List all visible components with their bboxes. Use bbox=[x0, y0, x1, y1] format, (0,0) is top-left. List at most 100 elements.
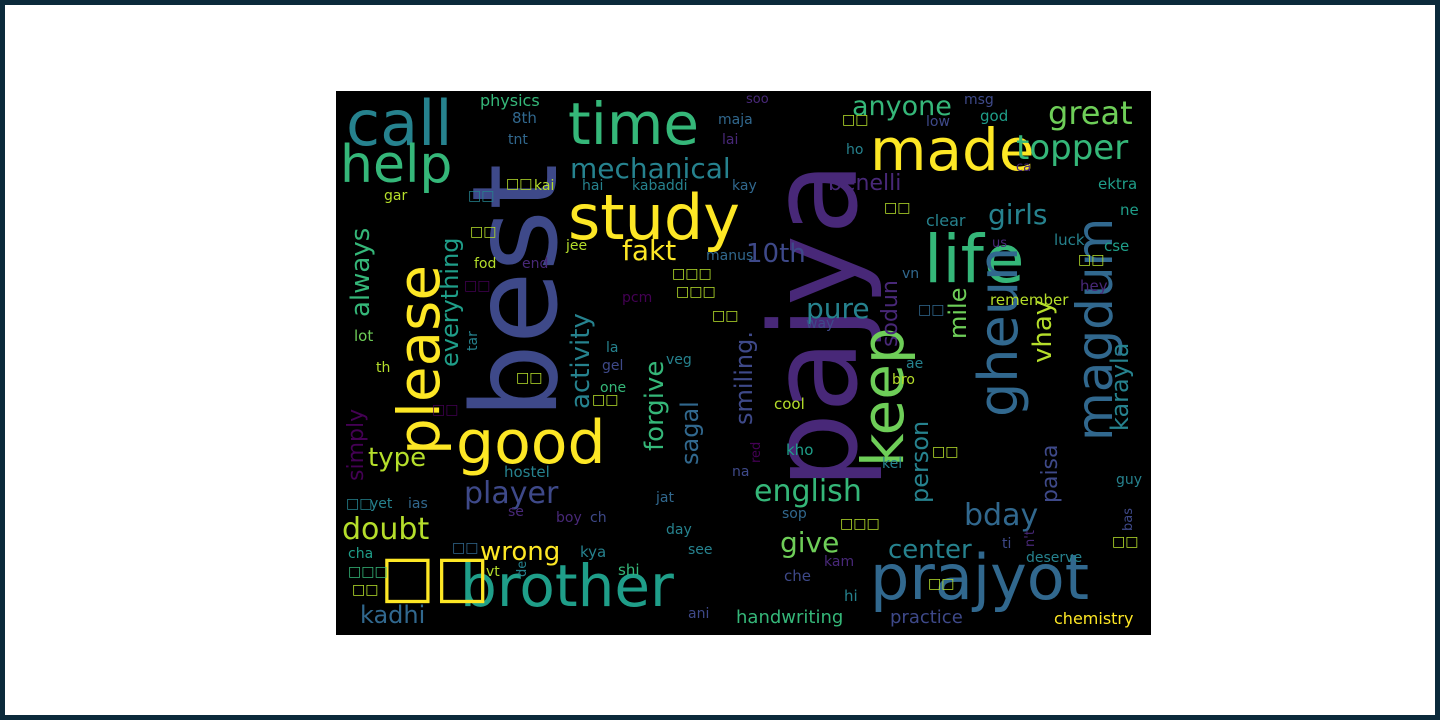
word-lai: lai bbox=[722, 133, 738, 147]
word-time: time bbox=[568, 95, 699, 153]
word-cse: cse bbox=[1104, 239, 1129, 254]
word-ch: ch bbox=[590, 511, 607, 525]
word-great: great bbox=[1048, 97, 1133, 129]
glyph-box-17: □□□ bbox=[840, 517, 880, 531]
word-kho: kho bbox=[786, 443, 813, 458]
word-kay: kay bbox=[732, 179, 757, 193]
word-veg: veg bbox=[666, 353, 692, 367]
word-girls: girls bbox=[988, 201, 1047, 229]
word-ae: ae bbox=[906, 357, 923, 371]
word-shi: shi bbox=[618, 563, 640, 578]
word-sodun: sodun bbox=[880, 280, 902, 347]
word-simply: simply bbox=[346, 409, 368, 481]
glyph-box-10: □□ bbox=[712, 309, 738, 323]
word-ho: ho bbox=[846, 143, 863, 157]
glyph-box-19: □□ bbox=[1112, 535, 1138, 549]
word-kai: kai bbox=[534, 179, 554, 193]
word-tar: tar bbox=[466, 331, 480, 351]
word-hai: hai bbox=[582, 179, 603, 193]
word-god: god bbox=[980, 109, 1008, 124]
glyph-box-7: □□□ bbox=[676, 285, 716, 299]
glyph-box-21: □□ bbox=[352, 583, 378, 597]
word-vhay: vhay bbox=[1030, 300, 1056, 363]
word-kel: kel bbox=[882, 457, 902, 471]
word-topper: topper bbox=[1016, 131, 1128, 165]
glyph-box-11: □□ bbox=[1078, 253, 1104, 267]
glyph-box-5: □□ bbox=[470, 225, 496, 239]
word-keep: keep bbox=[854, 327, 912, 467]
word-sop: sop bbox=[782, 507, 807, 521]
word-vt: vt bbox=[486, 565, 500, 579]
word-se: se bbox=[508, 505, 524, 519]
word-ias: ias bbox=[408, 497, 428, 511]
word-cloud: best pajya call time made help study ple… bbox=[336, 91, 1151, 635]
word-activity: activity bbox=[568, 313, 594, 409]
word-che: che bbox=[784, 569, 811, 584]
word-english: english bbox=[754, 477, 862, 507]
glyph-box-4: □□ bbox=[884, 201, 910, 215]
glyph-box-1: □□ bbox=[842, 113, 868, 127]
word-always: always bbox=[348, 228, 374, 317]
word-sagal: sagal bbox=[678, 401, 702, 465]
word-doubt: doubt bbox=[342, 515, 429, 545]
glyph-box-14: □□ bbox=[432, 403, 458, 417]
glyph-box-2: □□ bbox=[506, 177, 532, 191]
word-jee: jee bbox=[566, 239, 587, 253]
glyph-box-9: □□ bbox=[918, 303, 944, 317]
page-frame: best pajya call time made help study ple… bbox=[5, 5, 1435, 715]
word-practice: practice bbox=[890, 609, 963, 627]
word-soo: soo bbox=[746, 93, 769, 106]
word-see: see bbox=[688, 543, 713, 557]
word-cool: cool bbox=[774, 397, 805, 412]
word-hi: hi bbox=[844, 589, 858, 604]
word-manus: manus bbox=[706, 249, 753, 263]
word-ani: ani bbox=[688, 607, 709, 621]
word-lot: lot bbox=[354, 329, 373, 344]
word-10th: 10th bbox=[746, 241, 806, 267]
word-nt: n't bbox=[1024, 530, 1037, 547]
glyph-box-15: □□ bbox=[932, 445, 958, 459]
word-na: na bbox=[732, 465, 749, 479]
word-day: day bbox=[666, 523, 692, 537]
word-low: low bbox=[926, 115, 950, 129]
word-tnt: tnt bbox=[508, 133, 528, 147]
word-end: end bbox=[522, 257, 548, 271]
word-bday: bday bbox=[964, 501, 1038, 531]
word-yet: yet bbox=[370, 497, 392, 511]
word-red: red bbox=[750, 442, 763, 463]
word-give: give bbox=[780, 529, 839, 557]
word-cha: cha bbox=[348, 547, 373, 561]
glyph-box-22: □□ bbox=[928, 577, 954, 591]
word-hostel: hostel bbox=[504, 465, 550, 480]
word-ne: ne bbox=[1120, 203, 1139, 218]
word-gel: gel bbox=[602, 359, 623, 373]
word-bro: bro bbox=[892, 373, 915, 387]
word-person: person bbox=[908, 421, 932, 503]
word-maja: maja bbox=[718, 113, 753, 127]
word-de: de bbox=[516, 561, 529, 577]
word-ektra: ektra bbox=[1098, 177, 1137, 192]
word-center: center bbox=[888, 537, 972, 563]
glyph-box-18: □□ bbox=[452, 541, 478, 555]
word-paisa: paisa bbox=[1040, 444, 1062, 503]
glyph-box-13: □□ bbox=[592, 393, 618, 407]
word-kam: kam bbox=[824, 555, 854, 569]
word-kabaddi: kabaddi bbox=[632, 179, 688, 193]
word-vn: vn bbox=[902, 267, 919, 281]
word-fod: fod bbox=[474, 257, 496, 271]
word-chemistry: chemistry bbox=[1054, 611, 1133, 627]
word-hey: hey bbox=[1080, 279, 1108, 294]
word-luck: luck bbox=[1054, 233, 1085, 248]
word-ti: ti bbox=[1002, 537, 1011, 551]
word-gar: gar bbox=[384, 189, 407, 203]
glyph-box-16: □□ bbox=[346, 497, 372, 511]
word-karayla: karayla bbox=[1108, 343, 1132, 431]
word-guy: guy bbox=[1116, 473, 1142, 487]
word-pcm: pcm bbox=[622, 291, 652, 305]
word-us: us bbox=[992, 237, 1007, 250]
word-ca: ca bbox=[1016, 161, 1031, 174]
word-kya: kya bbox=[580, 545, 606, 560]
glyph-box-12: □□ bbox=[516, 371, 542, 385]
word-msg: msg bbox=[964, 93, 994, 107]
word-everything: everything bbox=[438, 237, 462, 367]
